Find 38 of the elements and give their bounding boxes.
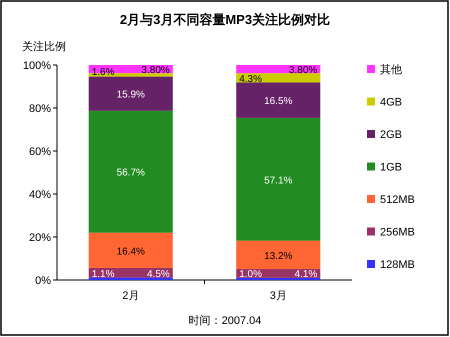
bar bbox=[88, 110, 173, 233]
bar bbox=[236, 118, 320, 241]
bar bbox=[236, 82, 320, 118]
data-label: 13.2% bbox=[264, 250, 293, 262]
data-label: 3.80% bbox=[288, 65, 318, 76]
data-label: 16.4% bbox=[116, 246, 146, 258]
legend-label: 1GB bbox=[380, 162, 402, 174]
data-label: 3.80% bbox=[141, 65, 170, 76]
bar bbox=[88, 76, 173, 111]
y-axis-title: 关注比例 bbox=[22, 40, 66, 53]
y-tick-label: 60% bbox=[28, 146, 52, 158]
data-label: 1.0% bbox=[239, 269, 262, 280]
legend-label: 512MB bbox=[380, 194, 415, 206]
legend-label: 4GB bbox=[380, 96, 402, 108]
y-tick-label: 0% bbox=[35, 275, 52, 287]
x-tick-label: 3月 bbox=[270, 290, 287, 302]
y-tick-label: 80% bbox=[28, 103, 52, 115]
legend-label: 256MB bbox=[380, 226, 415, 238]
text: 时间：2007.04 bbox=[188, 314, 262, 327]
data-label: 56.7% bbox=[116, 168, 146, 179]
x-tick-label: 2月 bbox=[122, 290, 140, 302]
data-label: 4.1% bbox=[294, 269, 318, 280]
bar bbox=[236, 240, 320, 270]
data-label: 57.1% bbox=[264, 175, 293, 186]
data-label: 4.5% bbox=[146, 268, 170, 280]
y-tick-label: 40% bbox=[28, 189, 52, 201]
data-label: 16.5% bbox=[264, 96, 293, 108]
legend-label: 其他 bbox=[380, 63, 402, 76]
y-tick-label: 100% bbox=[22, 60, 52, 72]
legend-label: 2GB bbox=[380, 129, 402, 141]
bar bbox=[88, 232, 173, 268]
y-tick-label: 20% bbox=[28, 232, 52, 244]
legend-label: 128MB bbox=[380, 259, 415, 271]
data-label: 4.3% bbox=[239, 74, 262, 85]
data-label: 15.9% bbox=[116, 90, 146, 101]
data-label: 1.1% bbox=[92, 269, 115, 280]
chart-title: 2月与3月不同容量MP3关注比例对比 bbox=[120, 12, 330, 27]
bar bbox=[236, 73, 320, 82]
